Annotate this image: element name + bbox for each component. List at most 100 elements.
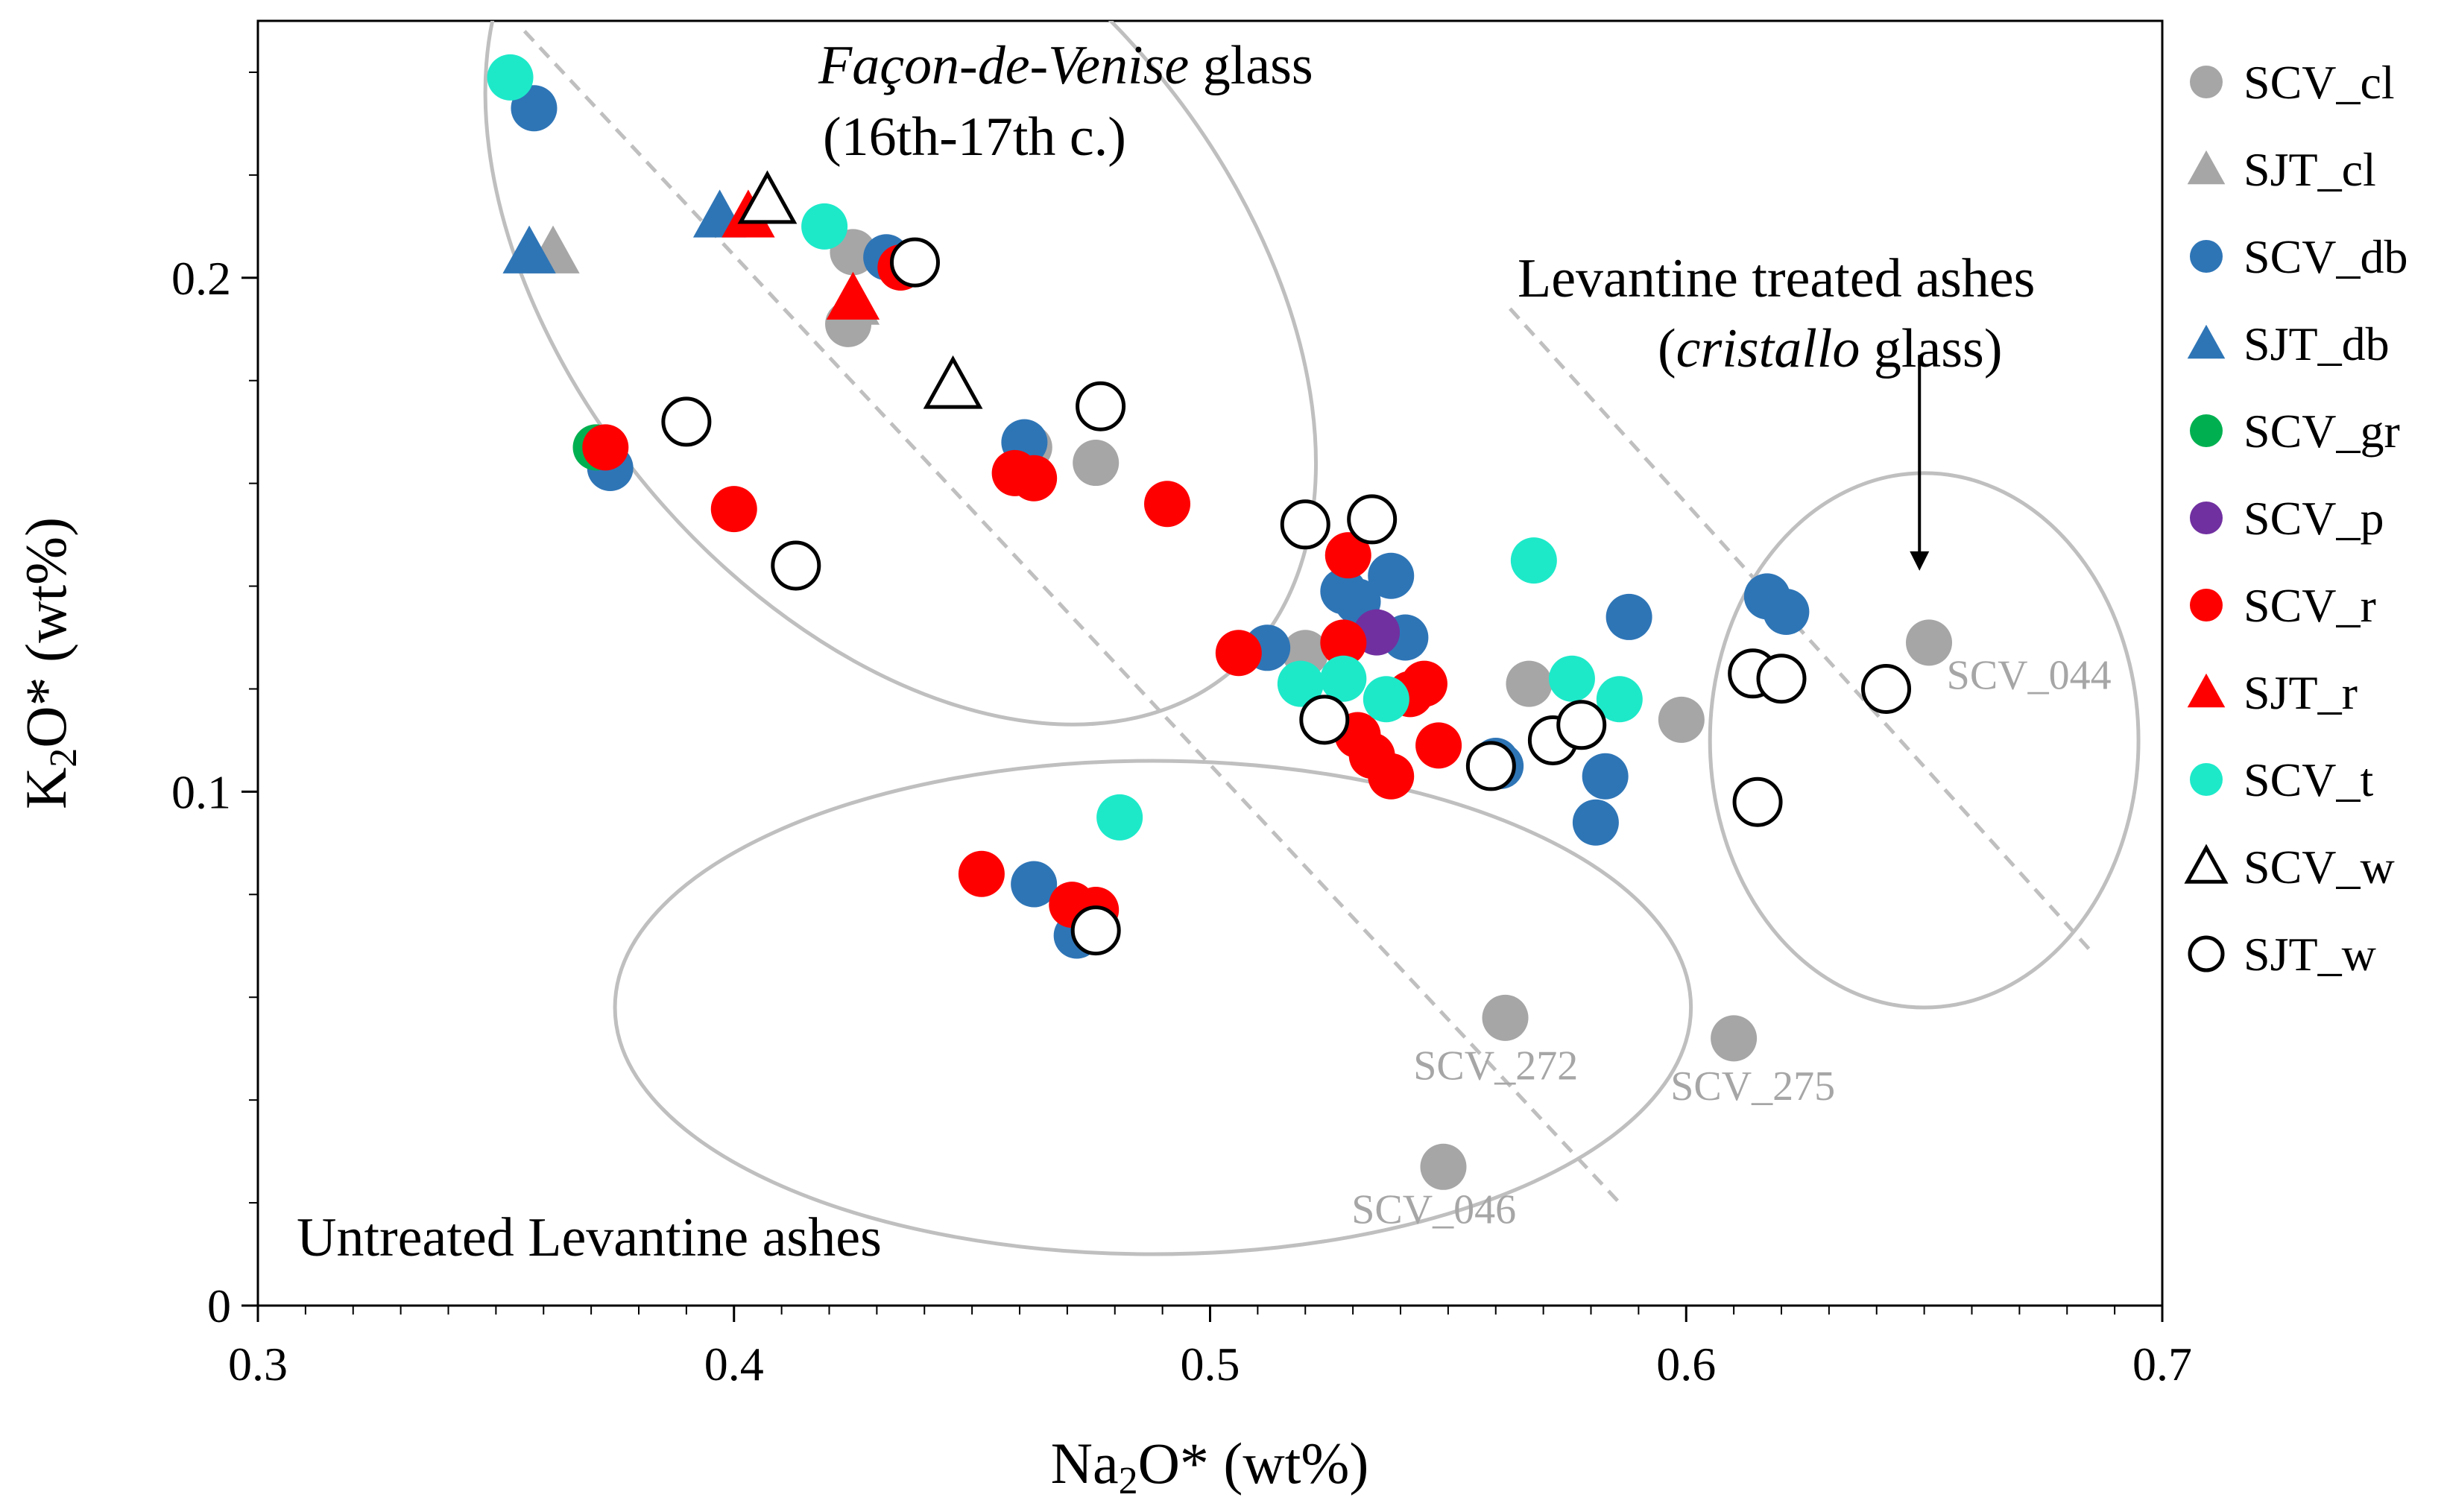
legend-label-scv-r: SCV_r (2244, 579, 2376, 632)
data-point-sjt-w (1299, 695, 1350, 745)
data-point-scv-db (1763, 589, 1810, 636)
arrow-annotation (1910, 355, 1930, 571)
legend-label-scv-cl: SCV_cl (2244, 56, 2395, 109)
data-point-sjt-w (1556, 700, 1607, 750)
x-tick-label: 0.3 (228, 1338, 288, 1391)
data-point-scv-r (1320, 619, 1367, 666)
levantine-rest-text: glass) (1860, 318, 2002, 379)
legend-entry-scv-t: SCV_t (2190, 753, 2374, 806)
data-point-sjt-w (771, 540, 821, 591)
sample-label: SCV_044 (1947, 652, 2112, 698)
legend: SCV_cl SJT_cl SCV_db SJT_db SCV_gr SCV_p SCV_r… (2184, 56, 2408, 981)
data-point-sjt-w (1347, 494, 1398, 545)
data-point-sjt-w (1465, 741, 1516, 791)
data-point-scv-r (958, 850, 1005, 897)
data-point-scv-cl (1711, 1015, 1758, 1062)
legend-label-scv-db: SCV_db (2244, 230, 2408, 283)
legend-marker-sjt-r (2187, 673, 2226, 708)
data-point-scv-r (1401, 660, 1447, 707)
legend-marker-sjt-w (2188, 935, 2225, 972)
legend-label-scv-t: SCV_t (2244, 753, 2374, 806)
data-point-scv-db (1582, 753, 1629, 800)
y-tick-label: 0 (207, 1279, 231, 1332)
svg-text:Na2O* (wt%): Na2O* (wt%) (1051, 1431, 1369, 1502)
data-points-layer (487, 54, 1953, 1190)
legend-label-sjt-w: SJT_w (2244, 928, 2376, 981)
y-axis-title-rest: O* (wt%) (13, 517, 78, 748)
legend-entry-sjt-w: SJT_w (2188, 928, 2376, 981)
levantine-annotation-line2: (cristallo glass) (1658, 318, 2003, 379)
data-point-scv-t (1277, 660, 1324, 707)
legend-entry-scv-r: SCV_r (2190, 579, 2376, 632)
legend-label-scv-p: SCV_p (2244, 492, 2384, 545)
x-axis-title-main: Na (1051, 1431, 1119, 1496)
x-axis-title: Na2O* (wt%) (1051, 1431, 1369, 1502)
x-tick-label: 0.4 (704, 1338, 764, 1391)
data-point-sjt-db (502, 225, 556, 273)
annotations-layer: Façon-de-Venise glass (16th-17th c.) Lev… (297, 35, 2112, 1268)
legend-entry-scv-db: SCV_db (2190, 230, 2408, 283)
data-point-scv-r (1368, 753, 1415, 800)
data-point-sjt-w (1732, 776, 1783, 827)
legend-entry-scv-w: SCV_w (2184, 841, 2395, 893)
levantine-italic-text: cristallo (1676, 318, 1860, 379)
data-point-scv-t (1510, 537, 1557, 584)
data-point-sjt-w (1280, 499, 1330, 550)
data-point-sjt-w (1861, 663, 1912, 714)
sample-labels-group: SCV_044 SCV_272 SCV_275 SCV_046 (1351, 652, 2111, 1233)
facon-annotation-line2: (16th-17th c.) (823, 107, 1126, 168)
regions-layer (483, 21, 2141, 1256)
data-point-scv-r (1144, 481, 1191, 528)
data-point-scv-cl (1906, 619, 1953, 666)
plot-frame (256, 19, 2164, 1307)
legend-label-sjt-cl: SJT_cl (2244, 143, 2376, 196)
data-point-scv-cl (1073, 440, 1120, 487)
untreated-annotation: Untreated Levantine ashes (297, 1207, 882, 1268)
facon-italic-text: Façon-de-Venise (818, 35, 1189, 96)
legend-marker-sjt-db (2187, 324, 2226, 359)
data-point-scv-cl (1658, 696, 1705, 743)
data-point-scv-db (1605, 593, 1652, 640)
data-point-scv-cl (1482, 994, 1529, 1041)
legend-label-scv-gr: SCV_gr (2244, 405, 2400, 458)
y-axis-title: K2O* (wt%) (13, 517, 85, 809)
data-point-scv-cl (1420, 1143, 1467, 1190)
levantine-open-paren: ( (1658, 318, 1676, 379)
data-point-scv-r (582, 424, 629, 471)
legend-label-scv-w: SCV_w (2244, 841, 2395, 893)
legend-marker-scv-gr (2190, 414, 2223, 447)
x-axis-title-rest: O* (wt%) (1138, 1431, 1369, 1496)
svg-text:K2O* (wt%): K2O* (wt%) (13, 517, 85, 809)
data-point-scv-r (1324, 532, 1371, 579)
legend-marker-scv-t (2190, 763, 2223, 796)
legend-marker-scv-db (2190, 240, 2223, 273)
data-point-sjt-w (889, 237, 940, 288)
legend-marker-sjt-cl (2187, 150, 2226, 185)
legend-marker-scv-w (2184, 844, 2229, 884)
data-point-scv-db (1572, 799, 1619, 846)
facon-rest-text: glass (1189, 35, 1313, 96)
data-point-scv-r (710, 486, 757, 533)
levantine-annotation-line1: Levantine treated ashes (1518, 248, 2035, 309)
sample-label: SCV_275 (1670, 1063, 1835, 1110)
legend-marker-scv-p (2190, 502, 2223, 534)
legend-entry-sjt-r: SJT_r (2187, 666, 2358, 719)
data-point-scv-r (1415, 722, 1462, 769)
data-point-scv-cl (1506, 660, 1553, 707)
data-point-scv-t (487, 54, 534, 101)
trend-line-left (522, 30, 1621, 1204)
data-point-sjt-r (826, 271, 880, 320)
data-point-scv-t (1596, 676, 1643, 723)
legend-entry-scv-p: SCV_p (2190, 492, 2384, 545)
data-point-sjt-w (661, 396, 712, 447)
data-point-scv-r (1215, 630, 1262, 677)
legend-marker-scv-r (2190, 589, 2223, 621)
data-point-scv-db (1368, 552, 1415, 599)
legend-entry-scv-gr: SCV_gr (2190, 405, 2400, 458)
data-point-scv-w (923, 355, 983, 409)
data-point-sjt-w (1070, 905, 1121, 956)
sample-label: SCV_272 (1413, 1043, 1578, 1089)
data-point-scv-t (801, 203, 848, 250)
cristallo-region (1708, 471, 2141, 1010)
data-point-sjt-w (1076, 381, 1126, 431)
